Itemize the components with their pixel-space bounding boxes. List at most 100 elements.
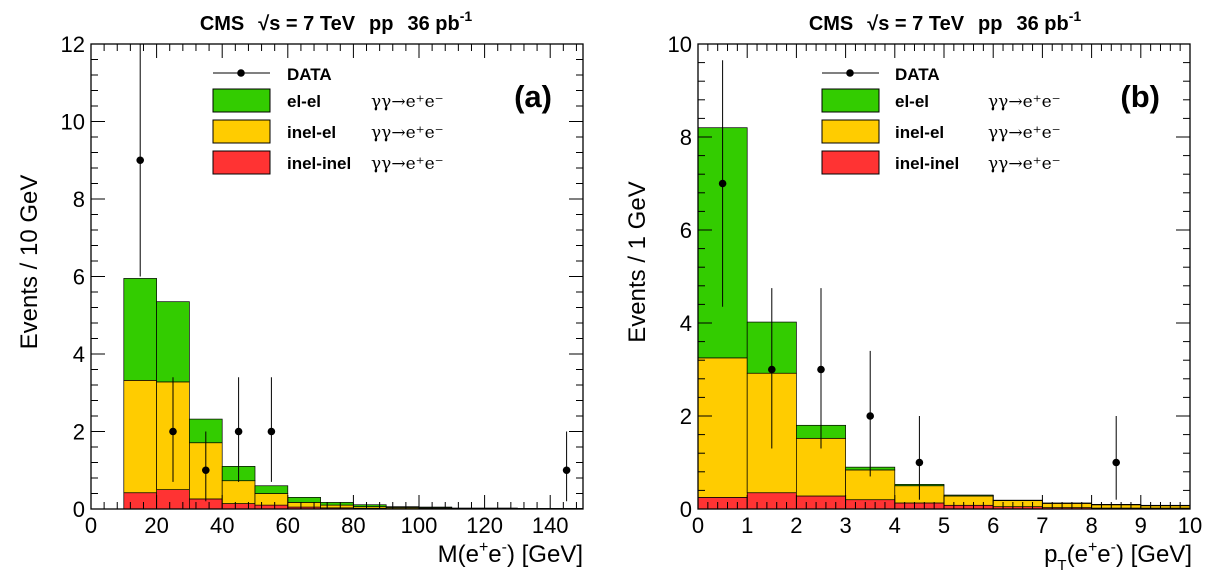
x-tick-label-b: 2 [790, 513, 802, 538]
legend-inelel-label-a: inel-el [287, 123, 336, 142]
legend-inelinel-label-a: inel-inel [287, 154, 351, 173]
bar-inel-inel-b [697, 497, 748, 510]
data-point-b [1112, 458, 1120, 467]
data-point-b [915, 458, 924, 467]
legend-b: DATA el-el γγ→e⁺e⁻ inel-el γγ→e⁺e⁻ inel-… [821, 65, 1061, 175]
y-tick-label-a: 4 [73, 342, 85, 367]
legend-data-a: DATA [213, 65, 332, 84]
x-tick-label-b: 9 [1135, 513, 1147, 538]
legend-inelinel-label-b: inel-inel [895, 154, 959, 173]
y-tick-label-a: 6 [73, 265, 85, 290]
x-tick-label-b: 5 [938, 513, 950, 538]
bar-inel-inel-b [845, 499, 896, 510]
panel-label-b: (b) [1120, 79, 1160, 114]
y-tick-label-b: 6 [680, 218, 692, 243]
legend-swatch-inelel-b [821, 119, 880, 144]
legend-inelel-process-a: γγ→e⁺e⁻ [371, 123, 444, 143]
legend-inelinel-process-b: γγ→e⁺e⁻ [988, 154, 1061, 174]
bar-inel-inel-b [894, 502, 945, 510]
bar-inel-el-b [992, 500, 1043, 508]
bar-inel-inel-b [746, 492, 797, 510]
bar-el-el-b [943, 494, 994, 497]
bar-inel-el-b [1042, 503, 1092, 508]
x-tick-label-a: 0 [85, 513, 97, 538]
legend-elel-process-b: γγ→e⁺e⁻ [988, 92, 1061, 112]
y-tick-label-a: 8 [73, 187, 85, 212]
bar-inel-el-a [320, 504, 354, 509]
data-point-a [234, 427, 243, 436]
x-tick-label-b: 4 [889, 513, 901, 538]
bar-inel-el-b [943, 495, 994, 506]
legend-swatch-inelinel-a [212, 150, 271, 175]
y-axis-label-b: Events / 1 GeV [624, 181, 651, 342]
x-axis-label-a: M(e+e-) [GeV] [438, 539, 583, 568]
data-point-b [866, 412, 874, 420]
legend-elel-label-b: el-el [895, 92, 929, 111]
legend-swatch-elel-a [212, 88, 271, 113]
legend-elel-a: el-el γγ→e⁺e⁻ [212, 88, 444, 113]
y-tick-label-b: 4 [680, 311, 692, 336]
bar-el-el-a [287, 497, 321, 503]
legend-data-b: DATA [822, 65, 940, 84]
x-tick-label-a: 120 [466, 513, 503, 538]
bar-el-el-a [418, 506, 453, 509]
legend-data-label-b: DATA [895, 65, 940, 84]
x-tick-label-b: 6 [987, 513, 999, 538]
legend-inelinel-process-a: γγ→e⁺e⁻ [371, 154, 444, 174]
legend-inelel-a: inel-el γγ→e⁺e⁻ [212, 119, 444, 144]
y-axis-label-a: Events / 10 GeV [16, 175, 43, 350]
data-point-a [169, 427, 177, 436]
axis-ticks-b: 0 1 2 3 4 5 6 7 8 9 10 0 2 4 6 8 10 [668, 32, 1203, 538]
bar-el-el-a [385, 506, 420, 508]
x-tick-label-a: 40 [210, 513, 234, 538]
x-tick-label-b: 8 [1085, 513, 1097, 538]
data-point-a [267, 427, 276, 436]
bar-inel-el-a [221, 480, 256, 504]
y-tick-label-a: 12 [61, 32, 85, 57]
legend-elel-b: el-el γγ→e⁺e⁻ [821, 88, 1061, 113]
x-tick-label-b: 0 [692, 513, 704, 538]
panel-label-a: (a) [514, 79, 552, 114]
legend-swatch-elel-b [821, 88, 880, 113]
legend-elel-process-a: γγ→e⁺e⁻ [371, 92, 444, 112]
bar-inel-inel-a [123, 492, 157, 510]
chart-panel-a: CMS √s = 7 TeV pp 36 pb-1 0 20 40 60 80 100 120 14… [16, 8, 584, 568]
bar-el-el-a [320, 502, 354, 506]
data-point-a [562, 466, 571, 475]
legend-a: DATA el-el γγ→e⁺e⁻ inel-el γγ→e⁺e⁻ inel-… [212, 65, 444, 175]
bar-el-el-a [123, 278, 157, 381]
bar-inel-el-a [254, 493, 289, 506]
bar-el-el-a [353, 504, 387, 508]
y-tick-label-a: 10 [61, 110, 85, 135]
x-tick-label-a: 20 [144, 513, 168, 538]
x-tick-label-b: 3 [839, 513, 851, 538]
stacked-bars-a [123, 278, 584, 510]
bar-inel-inel-a [221, 503, 256, 510]
x-tick-label-a: 60 [276, 513, 300, 538]
data-point-a [202, 466, 210, 475]
legend-swatch-inelinel-b [821, 150, 880, 175]
x-tick-label-b: 1 [741, 513, 753, 538]
data-point-a [136, 156, 144, 165]
data-points-a [136, 44, 571, 502]
y-tick-label-b: 2 [680, 404, 692, 429]
y-tick-label-b: 0 [680, 497, 692, 522]
legend-data-marker-a [237, 69, 245, 77]
legend-elel-label-a: el-el [287, 92, 321, 111]
data-point-b [817, 365, 825, 374]
legend-inelel-label-b: inel-el [895, 123, 944, 142]
x-axis-label-b: pT(e+e-) [GeV] [1044, 539, 1192, 574]
bar-inel-el-b [697, 357, 748, 498]
legend-inelinel-a: inel-inel γγ→e⁺e⁻ [212, 150, 444, 175]
y-tick-label-a: 0 [73, 497, 85, 522]
legend-inelinel-b: inel-inel γγ→e⁺e⁻ [821, 150, 1061, 175]
bar-inel-el-a [123, 380, 157, 494]
x-tick-label-a: 80 [341, 513, 365, 538]
legend-data-marker-b [846, 69, 854, 77]
x-tick-label-b: 7 [1036, 513, 1048, 538]
legend-data-label-a: DATA [287, 65, 332, 84]
y-tick-label-a: 2 [73, 420, 85, 445]
bar-inel-el-b [1091, 504, 1142, 509]
axis-ticks-a: 0 20 40 60 80 100 120 140 0 2 4 6 8 10 12 [61, 32, 583, 538]
